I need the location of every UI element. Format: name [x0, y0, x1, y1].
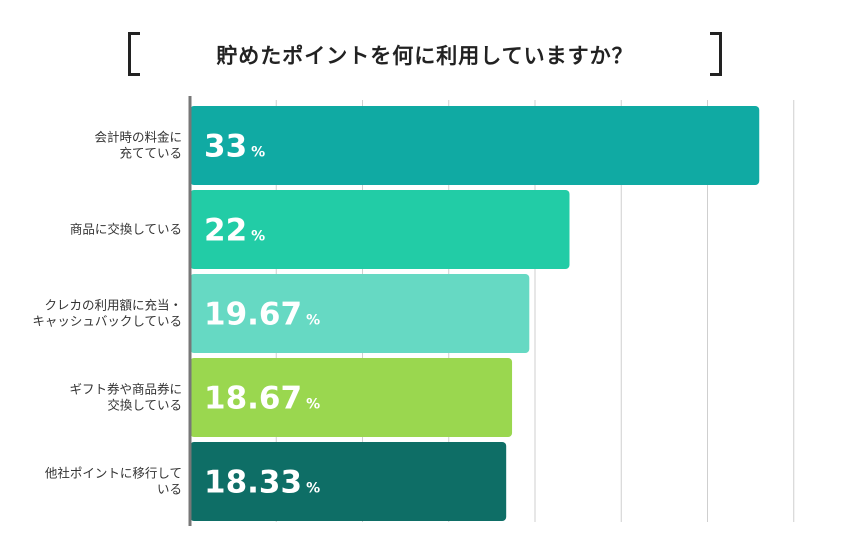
data-label: 18.67%	[204, 381, 320, 417]
title-right-bracket	[710, 32, 722, 76]
category-label: クレカの利用額に充当・キャッシュバックしている	[32, 298, 182, 329]
bar	[190, 358, 513, 437]
data-label: 33%	[204, 129, 265, 165]
chart-title: 貯めたポイントを何に利用していますか？	[216, 44, 634, 68]
bar	[190, 190, 570, 269]
bar	[190, 106, 760, 185]
chart-title-box: 貯めたポイントを何に利用していますか？	[128, 32, 722, 78]
category-label: 他社ポイントに移行している	[45, 466, 182, 497]
data-label: 19.67%	[204, 297, 320, 333]
data-label: 18.33%	[204, 465, 320, 501]
category-label: ギフト券や商品券に交換している	[69, 382, 182, 413]
bar	[190, 442, 507, 521]
bar	[190, 274, 530, 353]
title-left-bracket	[128, 32, 140, 76]
category-label: 商品に交換している	[70, 222, 182, 237]
category-label: 会計時の料金に充てている	[94, 130, 182, 161]
data-label: 22%	[204, 213, 265, 249]
